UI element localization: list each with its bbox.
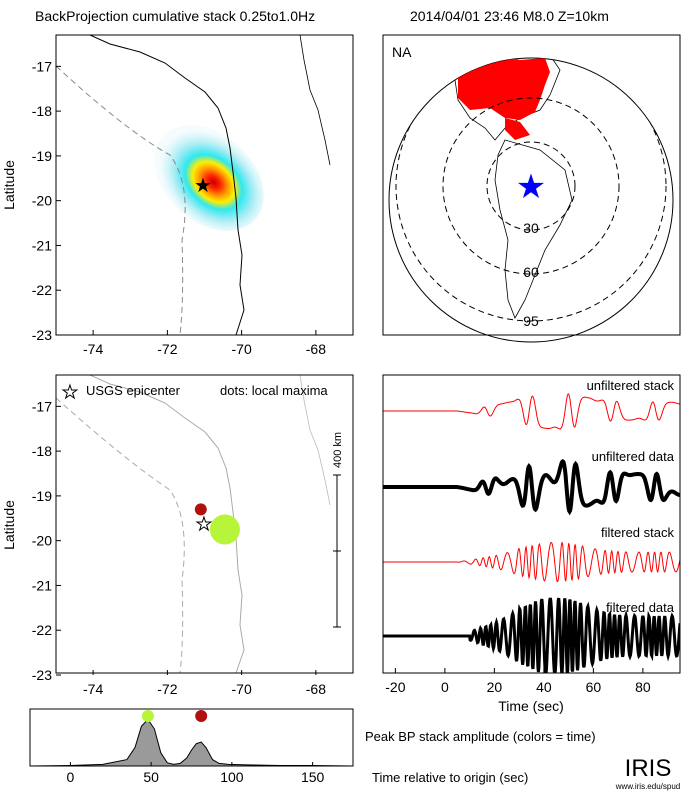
- amplitude-area: [29, 718, 354, 767]
- amplitude-panel: 0 50 100 150 Peak BP stack amplitude (color…: [29, 708, 596, 785]
- globe-outline: [388, 57, 674, 343]
- amplitude-xlabel: Time relative to origin (sec): [372, 770, 528, 785]
- bottom-map-ytick-label: -22: [32, 622, 52, 638]
- top-map-ytick-label: -20: [32, 193, 52, 209]
- distance-ring-30: [486, 141, 576, 231]
- trench-line: [56, 65, 186, 335]
- border-line: [299, 35, 331, 166]
- local-maximum-dot: [209, 514, 240, 545]
- local-maxima-dots: [194, 503, 240, 545]
- bottom-map-ytick-label: -17: [32, 398, 52, 414]
- epicenter-star: ★: [194, 175, 212, 197]
- bottom-map-xtick-label: -68: [306, 681, 326, 697]
- distance-ring-60: [442, 97, 620, 275]
- top-map-xtick-label: -70: [232, 341, 252, 357]
- amplitude-peak-dot: [141, 710, 154, 722]
- top-map-xtick-label: -72: [157, 341, 177, 357]
- ring-label-95: 95: [523, 313, 539, 329]
- globe-region: NA: [392, 44, 412, 60]
- usgs-epicenter-star: ★: [196, 514, 212, 534]
- top-map-xtick-label: -74: [83, 341, 103, 357]
- bottom-map-xtick-label: -72: [157, 681, 177, 697]
- bottom-map-xtick-label: -74: [83, 681, 103, 697]
- scale-label: 400 km: [332, 432, 344, 468]
- source-star: ★: [516, 168, 546, 206]
- south-america-outline: [494, 139, 573, 319]
- bottom-map-ytick-label: -19: [32, 488, 52, 504]
- amplitude-frame: [29, 708, 354, 767]
- traces-panel: unfiltered stack unfiltered data filtere…: [382, 374, 681, 714]
- station-cluster: [458, 58, 550, 120]
- traces-xtick-label: 40: [536, 679, 552, 695]
- bottom-map-ytick-label: -18: [32, 443, 52, 459]
- top-map-ytick-label: -23: [32, 327, 52, 343]
- top-map-xtick-label: -68: [306, 341, 326, 357]
- top-map-frame: [55, 34, 354, 336]
- top-map-axes: -74 -72 -70 -68 -17 -18 -19 -20 -21 -22 -23: [32, 58, 326, 357]
- traces-frame: [382, 374, 681, 674]
- coastline: [89, 35, 245, 335]
- bottom-map-xtick-label: -70: [232, 681, 252, 697]
- iris-logo-text: IRIS: [625, 755, 672, 782]
- amplitude-axes: 0 50 100 150: [66, 762, 325, 785]
- legend-epicenter: USGS epicenter: [86, 383, 181, 398]
- local-maximum-dot: [194, 503, 207, 516]
- unfiltered-stack-trace: [383, 393, 680, 430]
- amplitude-xtick-label: 100: [220, 769, 244, 785]
- globe-panel: ★ NA 30 60 95: [382, 34, 681, 343]
- distance-ring-95: [395, 58, 667, 322]
- amplitude-caption: Peak BP stack amplitude (colors = time): [365, 729, 596, 744]
- bottom-map-ytick-label: -21: [32, 577, 52, 593]
- amplitude-xtick-label: 150: [301, 769, 325, 785]
- traces-xtick-label: -20: [385, 679, 405, 695]
- bottom-map-axes: -74 -72 -70 -68 -17 -18 -19 -20 -21 -22 -23: [32, 398, 326, 697]
- event-info: 2014/04/01 23:46 M8.0 Z=10km: [410, 8, 609, 24]
- traces-xlabel: Time (sec): [498, 698, 564, 714]
- bottom-map-frame: [55, 374, 354, 674]
- unfiltered-data-trace: [383, 458, 680, 516]
- traces-axes: -20 0 20 40 60 80: [385, 668, 651, 695]
- traces-xtick-label: 60: [586, 679, 602, 695]
- top-map-ytick-label: -21: [32, 237, 52, 253]
- traces-xtick-label: 20: [487, 679, 503, 695]
- amplitude-xtick-label: 50: [143, 769, 159, 785]
- top-map-ytick-label: -22: [32, 282, 52, 298]
- bottom-map-panel: ★ 400 km ★ USGS epicenter dots: local ma…: [1, 374, 354, 697]
- bottom-map-ylabel: Latitude: [1, 500, 17, 550]
- trench-line-2: [56, 397, 185, 673]
- top-map-ytick-label: -19: [32, 148, 52, 164]
- label-unfiltered-stack: unfiltered stack: [587, 378, 675, 393]
- top-map-ylabel: Latitude: [1, 160, 17, 210]
- coastline-2: [89, 375, 245, 673]
- iris-logo: IRIS www.iris.edu/spud: [615, 755, 680, 791]
- label-unfiltered-data: unfiltered data: [592, 449, 675, 464]
- label-filtered-stack: filtered stack: [601, 525, 674, 540]
- bottom-map-ytick-label: -20: [32, 533, 52, 549]
- traces-xtick-label: 0: [441, 679, 449, 695]
- border-line-2: [299, 375, 331, 506]
- traces-xtick-label: 80: [635, 679, 651, 695]
- bottom-map-ytick-label: -23: [32, 667, 52, 683]
- amplitude-xtick-label: 0: [66, 769, 74, 785]
- legend-star-icon: ★: [62, 382, 78, 402]
- filtered-data-trace: [383, 597, 680, 673]
- ring-label-60: 60: [523, 264, 539, 280]
- label-filtered-data: filtered data: [606, 600, 675, 615]
- top-map-panel: ★ -74 -72 -70 -68 -17 -18 -19 -20 -21 -22 -23 Lati…: [1, 34, 354, 357]
- figure-title: BackProjection cumulative stack 0.25to1.…: [35, 8, 316, 24]
- amplitude-peaks: [141, 710, 208, 722]
- legend-dots: dots: local maxima: [220, 383, 328, 398]
- filtered-stack-trace: [383, 541, 680, 583]
- station-cluster-2: [505, 118, 530, 140]
- ring-label-30: 30: [523, 220, 539, 236]
- amplitude-peak-dot: [195, 710, 208, 722]
- top-map-ytick-label: -18: [32, 103, 52, 119]
- iris-logo-url: www.iris.edu/spud: [615, 782, 680, 791]
- top-map-ytick-label: -17: [32, 58, 52, 74]
